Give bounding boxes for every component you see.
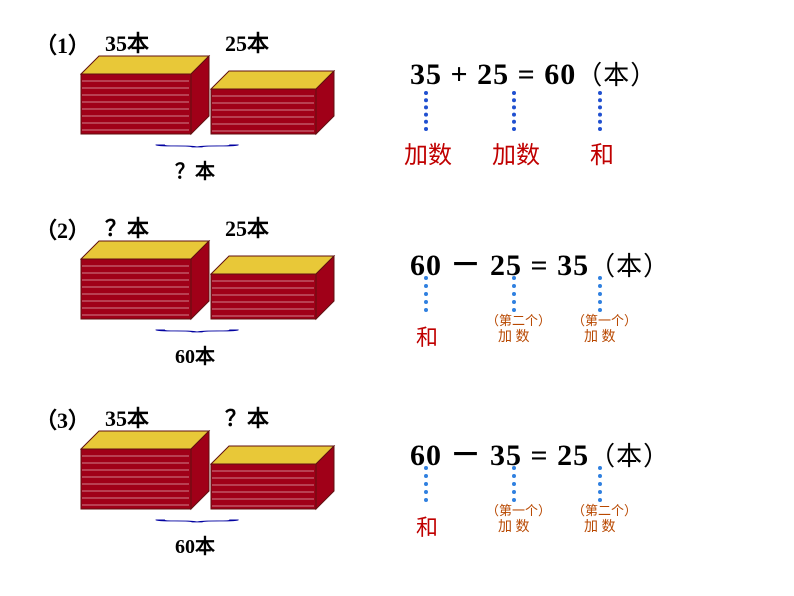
role-c-bot: 加 数: [584, 326, 616, 346]
brace-icon: ⏟: [154, 509, 240, 523]
eq-unit: （本）: [576, 61, 657, 90]
dotted-line: [512, 91, 520, 131]
left-stack-label: ？本: [105, 211, 149, 243]
role-b: 加数: [492, 135, 540, 170]
dotted-line: [424, 91, 432, 131]
equation: 60 － 35 = 25（本）: [410, 430, 670, 474]
eq-sign: =: [509, 58, 544, 91]
dotted-line: [512, 466, 520, 502]
eq-op: －: [442, 439, 490, 472]
dotted-line: [598, 91, 606, 131]
role-a: 加数: [404, 135, 452, 170]
eq-a: 35: [410, 58, 442, 91]
dotted-line: [424, 276, 432, 312]
eq-c: 25: [557, 439, 589, 472]
eq-c: 60: [544, 58, 576, 91]
equation: 35 + 25 = 60（本）: [410, 55, 657, 92]
eq-sign: =: [522, 249, 557, 282]
role-a: 和: [416, 320, 438, 352]
right-stack-label: ？本: [225, 401, 269, 433]
dotted-line: [424, 466, 432, 502]
dotted-line: [598, 276, 606, 312]
left-stack-label: 35本: [105, 26, 149, 58]
dotted-line: [512, 276, 520, 312]
dotted-line: [598, 466, 606, 502]
eq-c: 35: [557, 249, 589, 282]
brace-icon: ⏟: [154, 134, 240, 148]
book-stack: [80, 430, 212, 512]
role-c: 和: [590, 135, 614, 170]
brace-label: 60本: [175, 340, 215, 369]
eq-sign: =: [522, 439, 557, 472]
brace-label: 60本: [175, 530, 215, 559]
left-stack-label: 35本: [105, 401, 149, 433]
book-stack: [80, 55, 212, 137]
book-stack: [210, 255, 337, 322]
eq-op: +: [442, 58, 477, 91]
eq-b: 25: [477, 58, 509, 91]
right-stack-label: 25本: [225, 211, 269, 243]
brace-icon: ⏟: [154, 319, 240, 333]
role-b-bot: 加 数: [498, 326, 530, 346]
brace-label: ？本: [175, 155, 215, 184]
right-stack-label: 25本: [225, 26, 269, 58]
role-a: 和: [416, 510, 438, 542]
eq-op: －: [442, 249, 490, 282]
book-stack: [80, 240, 212, 322]
equation: 60 － 25 = 35（本）: [410, 240, 670, 284]
role-b-bot: 加 数: [498, 516, 530, 536]
role-c-bot: 加 数: [584, 516, 616, 536]
book-stack: [210, 445, 337, 512]
book-stack: [210, 70, 337, 137]
